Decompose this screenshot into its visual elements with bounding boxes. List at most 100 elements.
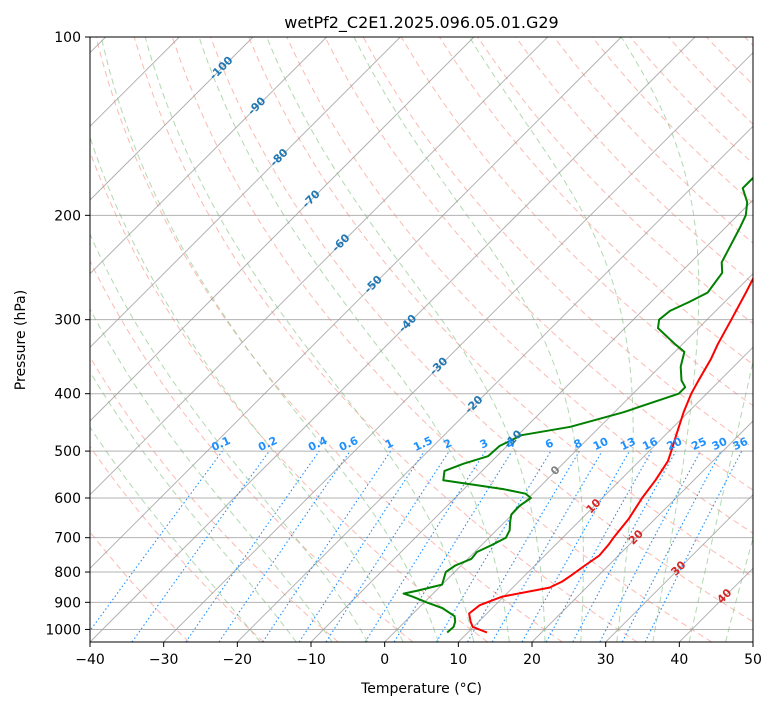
- dry-adiabat-line: [90, 445, 264, 642]
- moist-adiabat-line: [144, 37, 475, 642]
- dry-adiabat-line: [171, 37, 712, 642]
- mixing-ratio-line: [131, 450, 270, 642]
- isotherm-line: [90, 37, 475, 422]
- moist-adiabat-line: [469, 37, 634, 642]
- isotherm-line: [310, 199, 753, 642]
- moist-adiabat-line: [90, 308, 333, 642]
- y-tick-label: 900: [54, 595, 81, 611]
- x-tick-label: 50: [744, 652, 762, 668]
- isotherm-line: [605, 493, 753, 642]
- isotherm-line: [90, 37, 696, 642]
- mixing-ratio-line: [218, 450, 351, 642]
- temperature-profile: [468, 276, 753, 634]
- x-tick-label: −20: [223, 652, 253, 668]
- dry-adiabat-line: [95, 37, 563, 642]
- isotherm-line: [90, 37, 549, 496]
- mixing-ratio-line: [572, 450, 677, 642]
- dry-adiabat-line: [591, 37, 753, 204]
- moist-adiabats: [90, 37, 753, 642]
- dry-adiabats: [90, 37, 753, 642]
- mixing-ratio-line: [364, 450, 486, 642]
- isotherm-line: [163, 51, 753, 642]
- mixing-ratio-label: 3: [478, 436, 490, 451]
- dry-adiabat-line: [706, 37, 753, 86]
- y-axis: 100 200 300 400 500 600 700 800 900 1000: [45, 30, 90, 638]
- isotherm-line: [752, 641, 753, 642]
- dry-adiabat-line: [133, 37, 638, 642]
- y-tick-label: 500: [54, 444, 81, 460]
- mixing-ratio-label: 6: [543, 436, 556, 451]
- x-tick-label: 30: [597, 652, 615, 668]
- mixing-ratio-line: [90, 450, 223, 632]
- dry-adiabat-line: [324, 37, 753, 491]
- mixing-ratio-line: [262, 450, 392, 642]
- moist-adiabat-line: [725, 536, 753, 642]
- dry-adiabat-line: [90, 356, 339, 642]
- moist-adiabat-line: [266, 37, 546, 642]
- isotherm-line: [384, 272, 753, 642]
- x-axis-title: Temperature (°C): [360, 681, 482, 697]
- pressure-gridlines: [90, 37, 753, 630]
- dry-adiabat-line: [515, 37, 753, 284]
- dry-adiabat-line: [248, 37, 753, 578]
- mixing-ratio-line: [393, 450, 513, 642]
- mixing-ratio-line: [325, 450, 450, 642]
- isotherm-line: [90, 37, 401, 349]
- y-tick-label: 300: [54, 313, 81, 329]
- y-tick-label: 800: [54, 565, 81, 581]
- moist-adiabat-line: [353, 37, 584, 642]
- y-axis-title: Pressure (hPa): [13, 290, 29, 390]
- x-tick-label: 10: [449, 652, 467, 668]
- mixing-ratio-line: [185, 450, 320, 642]
- dry-adiabat-line: [668, 37, 753, 125]
- mixing-ratio-label: 25: [689, 435, 708, 453]
- moist-adiabat-line: [620, 37, 700, 642]
- moist-adiabat-line: [688, 358, 753, 642]
- mixing-ratio-line: [521, 450, 630, 642]
- mixing-ratio-line: [599, 450, 701, 642]
- isotherm-line: [90, 37, 328, 275]
- x-axis: −40 −30 −20 −10 0 10 20 30 40 50: [75, 642, 762, 668]
- line-labels: 0.1 0.2 0.4 0.6 1 1.5 2 3 4 6 8 10 13 16 20 25 30 36-100-…: [207, 54, 750, 607]
- mixing-ratio-label: 2: [442, 436, 454, 451]
- mixing-ratio-line: [298, 450, 425, 642]
- isotherm-line: [90, 37, 254, 201]
- moist-adiabat-line: [90, 135, 404, 642]
- mixing-ratio-label: 36: [731, 435, 751, 453]
- isotherm-line: [678, 567, 753, 642]
- mixing-ratio-label: 10: [591, 435, 611, 453]
- profiles: [402, 176, 753, 634]
- y-tick-label: 700: [54, 531, 81, 547]
- isotherms: [90, 37, 753, 642]
- moist-adiabat-line: [198, 37, 510, 642]
- mixing-ratio-lines: [90, 450, 743, 642]
- chart-title: wetPf2_C2E1.2025.096.05.01.G29: [284, 13, 558, 33]
- x-tick-label: −30: [149, 652, 179, 668]
- dry-adiabat-line: [90, 259, 414, 642]
- dry-adiabat-line: [210, 37, 753, 623]
- y-tick-label: 100: [54, 30, 81, 46]
- moist-adiabat-line: [100, 37, 439, 642]
- y-tick-label: 400: [54, 387, 81, 403]
- mixing-ratio-line: [435, 450, 552, 642]
- mixing-ratio-label: 13: [618, 435, 637, 453]
- y-tick-label: 200: [54, 208, 81, 224]
- plot-frame: [89, 36, 754, 643]
- dry-adiabat-line: [553, 37, 753, 244]
- x-tick-label: −10: [296, 652, 326, 668]
- plot-area: 0.1 0.2 0.4 0.6 1 1.5 2 3 4 6 8 10 13 16 20 25 30 36-100-…: [90, 37, 753, 642]
- dry-adiabat-line: [90, 150, 488, 642]
- moist-adiabat-line: [90, 426, 261, 642]
- isotherm-line: [90, 37, 622, 570]
- mixing-ratio-label: 20: [665, 435, 685, 453]
- x-tick-label: 40: [670, 652, 688, 668]
- moist-adiabat-line: [90, 232, 369, 642]
- dry-adiabat-line: [286, 37, 753, 534]
- x-tick-label: −40: [75, 652, 105, 668]
- isotherm-line: [236, 125, 753, 642]
- dewpoint-profile: [402, 176, 753, 634]
- x-tick-label: 20: [523, 652, 541, 668]
- y-tick-label: 1000: [45, 622, 81, 638]
- isotherm-line: [457, 346, 753, 642]
